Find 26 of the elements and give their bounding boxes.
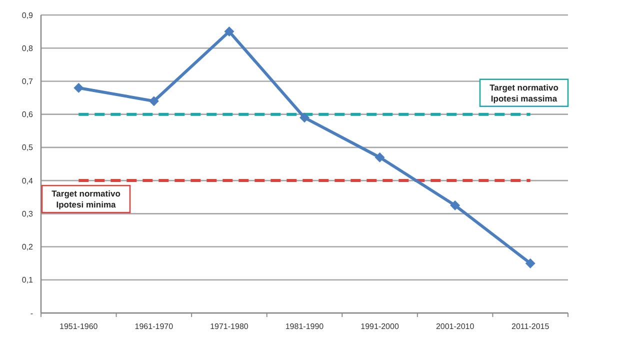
y-tick-label: 0,1 (22, 276, 34, 285)
point (374, 152, 385, 162)
x-tick-label: 1961-1970 (134, 322, 174, 331)
x-tick-label: 2001-2010 (436, 322, 475, 331)
y-tick-label: 0,5 (22, 143, 34, 152)
point (148, 96, 159, 106)
y-tick-label: 0,3 (22, 209, 34, 218)
x-tick-label: 1971-1980 (210, 322, 249, 331)
y-tick-label: 0,4 (22, 176, 34, 186)
x-tick-label: 2011-2015 (512, 322, 550, 331)
x-tick-label: 1991-2000 (360, 322, 400, 331)
x-tick-label: 1981-1990 (285, 322, 324, 331)
y-tick-label: - (30, 308, 34, 318)
y-tick-label: 0,9 (22, 10, 34, 20)
y-tick-label: 0,7 (22, 77, 34, 86)
point (74, 82, 84, 93)
point (224, 26, 234, 37)
y-tick-label: 0,2 (22, 242, 34, 252)
ref-line-label: Target normativo Ipotesi massima (490, 82, 558, 104)
y-tick-label: 0,6 (22, 110, 34, 120)
ref-line-label: Target normativo Ipotesi minima (52, 188, 120, 210)
y-tick-label: 0,8 (22, 44, 34, 53)
x-tick-label: 1951-1960 (60, 322, 98, 331)
point (525, 258, 536, 268)
point (300, 112, 310, 123)
point (450, 200, 460, 210)
